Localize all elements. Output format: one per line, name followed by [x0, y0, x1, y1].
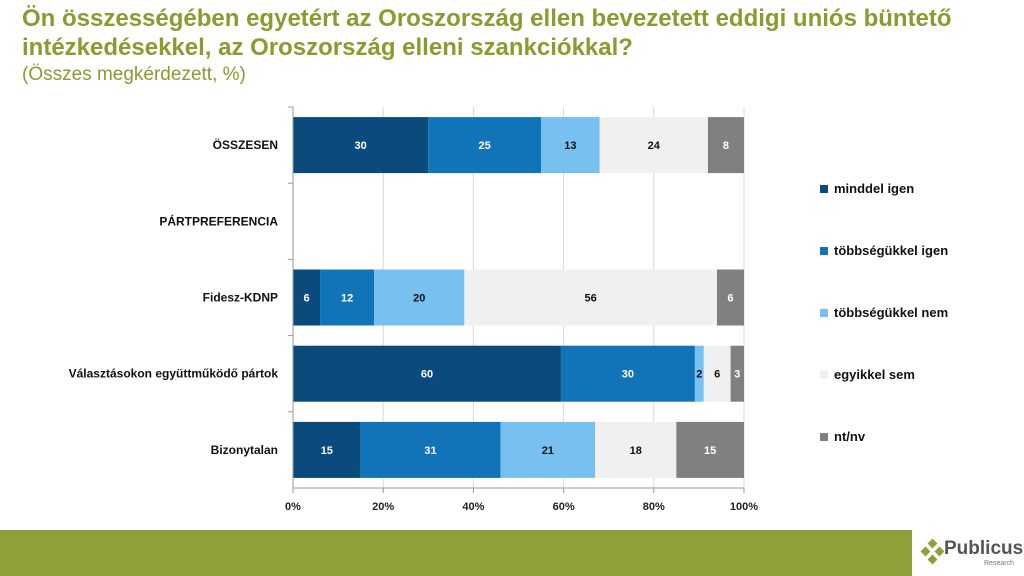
- legend-swatch: [820, 185, 828, 193]
- bar-segment: [320, 269, 375, 326]
- footer-band: [0, 530, 912, 576]
- category-label: ÖSSZESEN: [213, 137, 278, 152]
- bar-segment: [676, 421, 744, 478]
- legend-swatch: [820, 309, 828, 317]
- data-label: 6: [303, 293, 309, 305]
- data-label: 8: [723, 140, 729, 152]
- x-tick-label: 100%: [730, 501, 758, 513]
- bar-segment: [560, 345, 695, 402]
- bar-segment: [293, 345, 561, 402]
- stacked-bar-chart: 0% 20% 40% 60% 80% 100% ÖSSZESEN 30 25 13 24 8 PÁRTP…: [69, 106, 948, 513]
- bar-segment: [293, 269, 321, 326]
- legend-swatch: [820, 247, 828, 255]
- legend-label: többségükkel nem: [834, 305, 948, 320]
- data-label: 12: [341, 293, 353, 305]
- category-label: PÁRTPREFERENCIA: [159, 213, 278, 228]
- logo-name: Publicus: [944, 538, 1024, 559]
- category-label: Bizonytalan: [211, 443, 278, 457]
- data-label: 18: [630, 445, 642, 457]
- publicus-logo: Publicus Research: [918, 536, 1024, 572]
- page-subtitle: (Összes megkérdezett, %): [22, 64, 246, 85]
- bar-segment: [500, 421, 596, 478]
- legend-swatch: [820, 433, 828, 441]
- bar-segment: [541, 117, 600, 174]
- x-tick-label: 40%: [462, 501, 484, 513]
- x-tick-label: 20%: [372, 501, 394, 513]
- data-label: 30: [355, 140, 367, 152]
- bar-segment: [730, 345, 744, 402]
- legend-label: egyikkel sem: [834, 367, 915, 382]
- data-label: 15: [321, 445, 333, 457]
- bar-segment: [464, 269, 717, 326]
- legend-label: többségükkel igen: [834, 243, 948, 258]
- data-label: 30: [622, 369, 634, 381]
- legend-label: minddel igen: [834, 181, 914, 196]
- data-label: 6: [727, 293, 733, 305]
- data-label: 21: [542, 445, 554, 457]
- x-tick-label: 80%: [643, 501, 665, 513]
- data-label: 60: [421, 369, 433, 381]
- data-label: 6: [714, 369, 720, 381]
- x-tick-label: 60%: [553, 501, 575, 513]
- bar-segment: [599, 117, 708, 174]
- data-label: 3: [734, 369, 740, 381]
- bar-segment: [703, 345, 731, 402]
- data-label: 56: [585, 293, 597, 305]
- bar-segment: [707, 117, 744, 174]
- bar-segment: [293, 117, 429, 174]
- data-label: 13: [564, 140, 576, 152]
- page-title: Ön összességében egyetért az Oroszország…: [22, 5, 952, 61]
- legend-label: nt/nv: [834, 429, 866, 444]
- bar-segment: [595, 421, 677, 478]
- bar-segment: [694, 345, 704, 402]
- category-label: Fidesz-KDNP: [203, 291, 278, 305]
- logo-icon: [920, 539, 944, 565]
- bar-segment: [716, 269, 744, 326]
- bar-segment: [360, 421, 501, 478]
- legend-swatch: [820, 371, 828, 379]
- bar-segment: [374, 269, 465, 326]
- category-label: Választásokon együttműködő pártok: [69, 367, 279, 381]
- data-label: 2: [696, 369, 702, 381]
- x-tick-label: 0%: [285, 501, 301, 513]
- data-label: 25: [479, 140, 491, 152]
- data-label: 20: [413, 293, 425, 305]
- data-label: 15: [704, 445, 716, 457]
- data-label: 31: [424, 445, 436, 457]
- data-label: 24: [648, 140, 661, 152]
- bar-segment: [293, 421, 361, 478]
- logo-sub: Research: [984, 560, 1014, 567]
- bar-segment: [428, 117, 542, 174]
